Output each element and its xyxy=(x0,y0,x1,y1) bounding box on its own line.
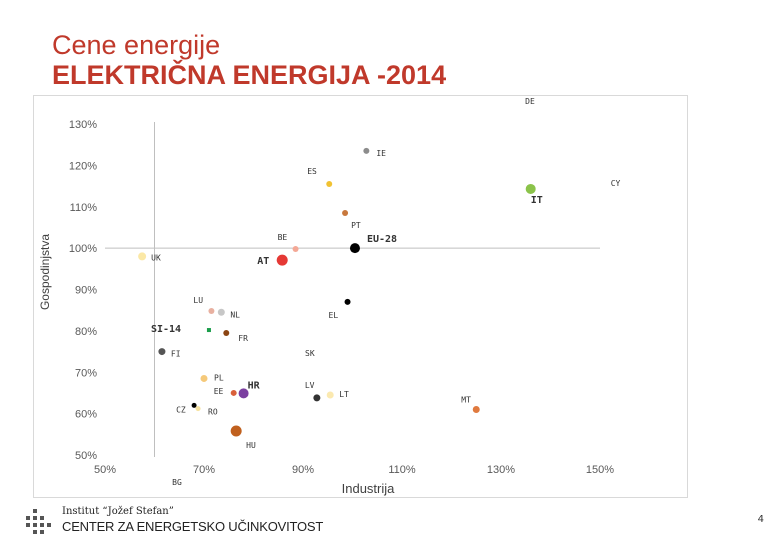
point-label-lv: LV xyxy=(305,381,315,390)
point-label-ro: RO xyxy=(208,408,218,417)
point-label-cy: CY xyxy=(611,179,621,188)
point-label-cz: CZ xyxy=(176,405,186,414)
point-fr xyxy=(223,329,230,336)
point-nl xyxy=(217,308,225,316)
point-label-pt: PT xyxy=(351,221,361,230)
point-lt xyxy=(326,391,334,399)
point-be xyxy=(292,245,299,252)
x-axis-title: Industrija xyxy=(342,481,396,496)
point-label-sk: SK xyxy=(305,349,315,358)
point-label-lu: LU xyxy=(193,296,203,305)
y-tick-label: 70% xyxy=(75,367,97,379)
point-ie xyxy=(363,147,370,154)
point-mt xyxy=(472,405,480,413)
point-label-bg: BG xyxy=(172,478,182,487)
point-eu-28 xyxy=(349,243,360,254)
point-ro xyxy=(195,406,201,412)
point-label-el: EL xyxy=(329,311,339,320)
x-tick-label: 90% xyxy=(292,464,314,476)
point-pl xyxy=(200,374,208,382)
point-label-it: IT xyxy=(531,195,543,206)
point-uk xyxy=(138,252,147,261)
x-tick-label: 130% xyxy=(487,464,515,476)
point-lv xyxy=(313,394,321,402)
point-label-nl: NL xyxy=(230,310,240,319)
point-label-fr: FR xyxy=(238,334,248,343)
point-hu xyxy=(230,425,242,437)
y-tick-label: 100% xyxy=(69,243,97,255)
title-line-1: Cene energije xyxy=(52,30,221,60)
y-tick-label: 90% xyxy=(75,285,97,297)
point-label-uk: UK xyxy=(151,253,161,262)
point-label-si-14: SI-14 xyxy=(151,324,181,335)
chart-frame xyxy=(33,95,688,498)
point-label-lt: LT xyxy=(339,390,349,399)
slide-title: Cene energije ELEKTRIČNA ENERGIJA -2014 xyxy=(52,30,446,90)
y-tick-label: 120% xyxy=(69,160,97,172)
y-tick-label: 50% xyxy=(75,450,97,462)
y-tick-label: 130% xyxy=(69,119,97,131)
point-label-de: DE xyxy=(525,97,535,106)
point-cz xyxy=(191,402,197,408)
y-tick-label: 80% xyxy=(75,326,97,338)
footer-organization: Institut “Jožef Stefan” xyxy=(62,506,174,517)
point-es xyxy=(326,180,333,187)
point-label-ee: EE xyxy=(214,387,224,396)
point-label-at: AT xyxy=(257,256,269,267)
point-label-hr: HR xyxy=(248,380,261,391)
point-fi xyxy=(158,348,166,356)
y-axis-title: Gospodinjstva xyxy=(38,234,52,310)
y-tick-label: 60% xyxy=(75,409,97,421)
point-el xyxy=(344,298,351,305)
x-tick-label: 150% xyxy=(586,464,614,476)
point-si-14 xyxy=(206,328,211,333)
point-pt xyxy=(342,209,349,216)
point-label-eu-28: EU-28 xyxy=(367,234,397,245)
title-line-2: ELEKTRIČNA ENERGIJA -2014 xyxy=(52,60,447,90)
point-ee xyxy=(230,389,237,396)
x-tick-label: 70% xyxy=(193,464,215,476)
point-label-es: ES xyxy=(307,167,317,176)
point-label-fi: FI xyxy=(171,350,181,359)
x-tick-label: 50% xyxy=(94,464,116,476)
point-cy xyxy=(525,183,536,194)
point-label-hu: HU xyxy=(246,441,256,450)
institute-logo-icon xyxy=(26,509,51,534)
point-lu xyxy=(208,308,215,315)
point-label-mt: MT xyxy=(461,395,471,404)
point-hr xyxy=(238,388,249,399)
point-label-be: BE xyxy=(278,233,288,242)
y-tick-label: 110% xyxy=(70,202,98,214)
footer-center-name: CENTER ZA ENERGETSKO UČINKOVITOST xyxy=(62,519,324,534)
point-label-ie: IE xyxy=(376,149,386,158)
x-tick-label: 110% xyxy=(388,464,416,476)
page-number: 4 xyxy=(757,514,764,525)
point-label-pl: PL xyxy=(214,373,224,382)
point-at xyxy=(276,254,288,266)
